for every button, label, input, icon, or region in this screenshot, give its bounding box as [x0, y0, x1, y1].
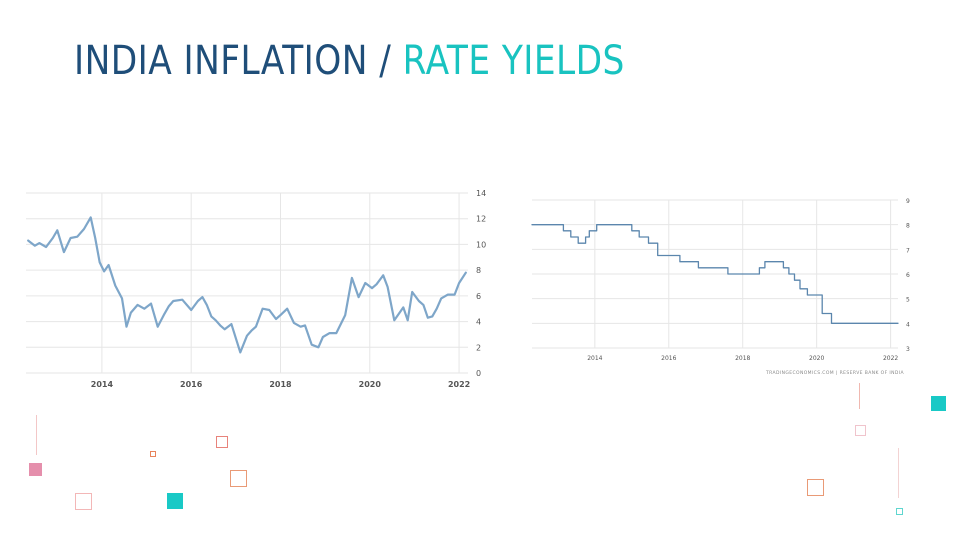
y-tick-label: 14	[476, 189, 486, 198]
y-tick-label: 4	[476, 318, 481, 327]
inflation-chart-svg: 0 2 4 6 8 10 12 14 2014 2016 2018 2020 2022	[26, 189, 486, 389]
decor-square-outline-light	[855, 425, 866, 436]
y-tick-label: 12	[476, 215, 486, 224]
x-tick-label: 2018	[735, 355, 750, 362]
y-tick-label: 0	[476, 369, 481, 378]
decor-square-teal-right	[931, 396, 946, 411]
series-line	[531, 224, 899, 324]
x-tick-label: 2016	[180, 380, 203, 389]
y-tick-label: 4	[906, 321, 910, 328]
source-label: TRADINGECONOMICS.COM | RESERVE BANK OF I…	[765, 370, 904, 376]
interest-rate-chart-svg: 3 4 5 6 7 8 9 2014 2016 2018 2020 2022 TRADINGECONOM…	[531, 198, 910, 376]
y-tick-label: 10	[476, 240, 486, 249]
y-tick-label: 8	[476, 266, 481, 275]
decor-square-outline-pink	[75, 493, 92, 510]
title-separator: /	[379, 38, 392, 84]
x-tick-label: 2014	[587, 355, 602, 362]
y-tick-label: 9	[906, 198, 910, 205]
y-tick-label: 7	[906, 247, 910, 254]
x-tick-label: 2014	[91, 380, 114, 389]
decor-square-pink	[29, 463, 42, 476]
decor-square-outline-teal-small	[896, 508, 903, 515]
decor-square-outline-orange-small	[150, 451, 156, 457]
y-tick-label: 2	[476, 343, 481, 352]
x-tick-label: 2022	[448, 380, 470, 389]
y-tick-label: 5	[906, 297, 910, 304]
y-tick-label: 6	[476, 292, 481, 301]
x-tick-label: 2020	[809, 355, 824, 362]
x-tick-label: 2016	[661, 355, 676, 362]
decor-line-right-2	[898, 448, 899, 498]
decor-line-right	[859, 383, 860, 409]
decor-square-outline-orange-right	[807, 479, 824, 496]
title-inflation: INDIA INFLATION	[74, 38, 368, 84]
page-title: INDIA INFLATION / RATE YIELDS	[74, 38, 625, 84]
decor-square-outline-orange	[230, 470, 247, 487]
decor-line-left	[36, 415, 37, 455]
inflation-chart: 0 2 4 6 8 10 12 14 2014 2016 2018 2020 2022	[22, 183, 492, 393]
y-tick-label: 8	[906, 223, 910, 230]
x-tick-label: 2022	[883, 355, 898, 362]
y-tick-label: 3	[906, 346, 910, 353]
decor-square-outline-red	[216, 436, 228, 448]
title-rate-yields: RATE YIELDS	[402, 38, 625, 84]
decor-square-teal	[167, 493, 183, 509]
x-tick-label: 2018	[269, 380, 292, 389]
x-tick-label: 2020	[359, 380, 382, 389]
y-tick-label: 6	[906, 272, 910, 279]
series-line	[27, 216, 467, 354]
interest-rate-chart: 3 4 5 6 7 8 9 2014 2016 2018 2020 2022 TRADINGECONOM…	[526, 190, 916, 380]
